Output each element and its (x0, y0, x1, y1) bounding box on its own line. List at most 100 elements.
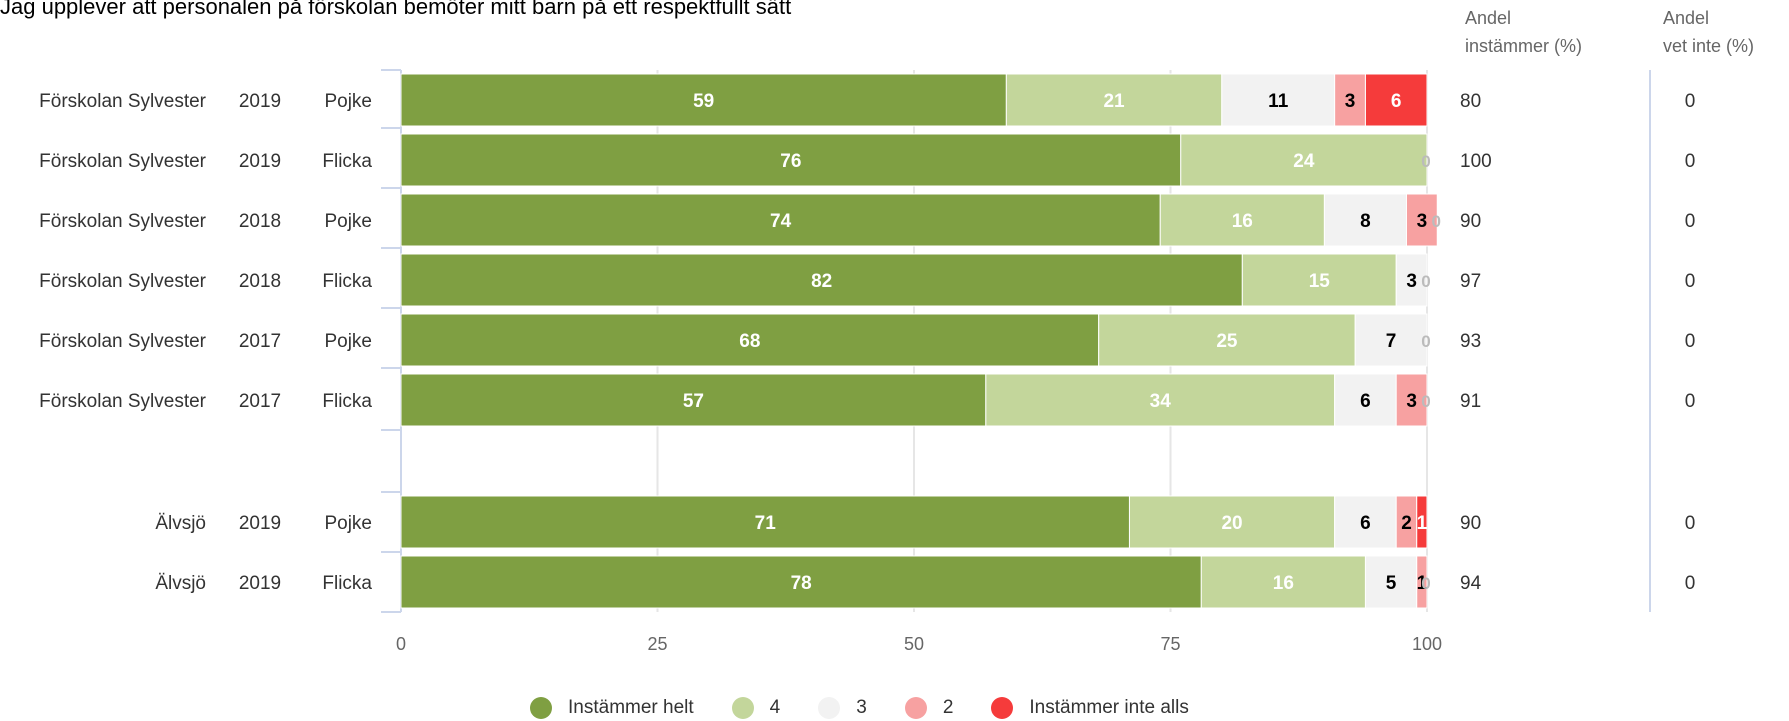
legend-swatch-icon (818, 697, 841, 719)
data-label: 82 (811, 271, 832, 292)
legend-item[interactable]: Instämmer helt (530, 697, 694, 719)
bar-segment (1416, 495, 1428, 549)
row-label-school: Förskolan Sylvester (39, 271, 207, 292)
data-label: 0 (1421, 574, 1430, 593)
dontknow-column-header: Andel vet inte (%) (1663, 8, 1755, 56)
data-label: 78 (791, 573, 812, 594)
data-label: 11 (1268, 91, 1289, 112)
data-label: 0 (1421, 332, 1430, 351)
row-label-year: 2019 (239, 573, 281, 594)
row-label-gender: Pojke (324, 91, 372, 112)
row-label-year: 2019 (239, 91, 281, 112)
data-label: 71 (755, 513, 777, 534)
data-label: 24 (1293, 151, 1315, 172)
bar-segment (400, 495, 1130, 549)
legend-swatch-icon (904, 697, 927, 719)
dontknow-percent: 0 (1685, 271, 1696, 292)
row-label-school: Älvsjö (155, 513, 206, 534)
dontknow-percent: 0 (1685, 91, 1696, 112)
chart-title: Jag upplever att personalen på förskolan… (0, 0, 792, 19)
data-label: 2 (1401, 513, 1412, 534)
agree-percent: 90 (1460, 211, 1481, 232)
legend-swatch-icon (731, 697, 754, 719)
legend-item[interactable]: 4 (731, 697, 781, 719)
agree-column-header: Andel instämmer (%) (1465, 8, 1583, 56)
data-label: 34 (1150, 391, 1172, 412)
bar-segment (1098, 313, 1356, 367)
bar-segment (1323, 193, 1407, 247)
x-tick-label: 100 (1412, 634, 1442, 654)
row-label-year: 2018 (239, 271, 281, 292)
data-label: 59 (693, 91, 714, 112)
data-label: 1 (1417, 573, 1428, 594)
data-label: 3 (1417, 211, 1428, 232)
dontknow-percent: 0 (1685, 331, 1696, 352)
row-label-gender: Flicka (322, 573, 372, 594)
data-label: 68 (739, 331, 760, 352)
bar-segment (1128, 495, 1336, 549)
data-label: 8 (1360, 211, 1371, 232)
legend-swatch-icon (530, 697, 552, 719)
row-label-year: 2019 (239, 151, 281, 172)
bar-segment (400, 73, 1007, 127)
agree-percent: 93 (1460, 331, 1481, 352)
row-label-school: Förskolan Sylvester (39, 211, 207, 232)
bar-segment (1354, 313, 1428, 367)
legend-label: Instämmer inte alls (1029, 697, 1189, 718)
data-label: 0 (1432, 212, 1441, 231)
legend-label: 2 (942, 697, 954, 718)
row-label-school: Förskolan Sylvester (39, 151, 207, 172)
dontknow-percent: 0 (1685, 211, 1696, 232)
row-label-gender: Pojke (324, 513, 372, 534)
agree-percent: 90 (1460, 513, 1481, 534)
agree-percent: 100 (1460, 151, 1492, 172)
row-label-school: Älvsjö (155, 573, 206, 594)
chart-legend: Instämmer helt 4 3 2 Instämmer inte alls (530, 695, 1227, 721)
legend-item[interactable]: 3 (818, 697, 867, 719)
data-label: 5 (1386, 573, 1397, 594)
dontknow-percent: 0 (1685, 151, 1696, 172)
row-label-year: 2018 (239, 211, 281, 232)
row-label-year: 2017 (239, 331, 281, 352)
agree-percent: 97 (1460, 271, 1481, 292)
bar-segment (1180, 133, 1428, 187)
bar-segment (400, 193, 1161, 247)
bar-segment (400, 133, 1182, 187)
bar-segment (1364, 555, 1418, 609)
row-label-gender: Pojke (324, 211, 372, 232)
data-label: 16 (1232, 211, 1253, 232)
x-tick-label: 25 (647, 634, 667, 654)
data-label: 15 (1309, 271, 1331, 292)
legend-swatch-icon (991, 697, 1014, 719)
legend-item[interactable]: Instämmer inte alls (991, 697, 1189, 719)
legend-label: 4 (769, 697, 781, 718)
bar-segment (1200, 555, 1366, 609)
row-label-gender: Flicka (322, 151, 372, 172)
bar-segment (400, 555, 1202, 609)
agree-percent: 91 (1460, 391, 1481, 412)
row-label-school: Förskolan Sylvester (39, 91, 207, 112)
bar-segment (400, 253, 1243, 307)
data-label: 25 (1216, 331, 1238, 352)
row-label-school: Förskolan Sylvester (39, 331, 207, 352)
bar-segment (400, 373, 987, 427)
data-label: 6 (1360, 391, 1371, 412)
data-label: 3 (1406, 271, 1417, 292)
bar-segment (1416, 555, 1428, 609)
data-label: 3 (1345, 91, 1356, 112)
data-label: 3 (1406, 391, 1417, 412)
data-label: 74 (770, 211, 792, 232)
dontknow-percent: 0 (1685, 513, 1696, 534)
bar-segment (1159, 193, 1325, 247)
bar-segment (1221, 73, 1336, 127)
data-label: 6 (1391, 91, 1402, 112)
data-label: 0 (1421, 272, 1430, 291)
legend-label: 3 (856, 697, 867, 718)
legend-item[interactable]: 2 (904, 697, 954, 719)
row-label-gender: Flicka (322, 391, 372, 412)
legend-label: Instämmer helt (568, 697, 694, 718)
x-tick-label: 75 (1160, 634, 1180, 654)
row-label-year: 2019 (239, 513, 281, 534)
x-tick-label: 50 (904, 634, 924, 654)
